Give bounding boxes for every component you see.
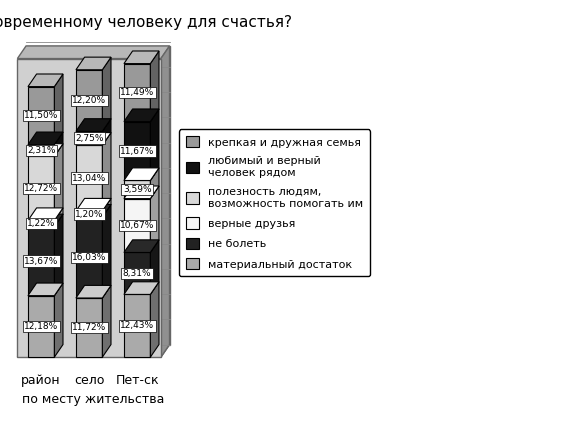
Polygon shape — [76, 285, 111, 298]
Polygon shape — [54, 283, 63, 357]
Polygon shape — [124, 109, 159, 122]
Text: 1,22%: 1,22% — [27, 219, 55, 228]
Polygon shape — [76, 119, 111, 131]
Text: 12,43%: 12,43% — [120, 321, 154, 330]
Bar — [28, 156, 54, 221]
Text: 13,04%: 13,04% — [72, 173, 106, 183]
Polygon shape — [54, 208, 63, 226]
Bar — [28, 221, 54, 226]
Title: Что нужно современному человеку для счастья?: Что нужно современному человеку для счас… — [0, 15, 292, 30]
Text: 11,72%: 11,72% — [72, 323, 106, 332]
Polygon shape — [54, 74, 63, 145]
Polygon shape — [150, 168, 159, 199]
Polygon shape — [103, 119, 111, 145]
Polygon shape — [28, 132, 63, 145]
Bar — [76, 211, 103, 217]
Bar — [28, 145, 54, 156]
Polygon shape — [103, 198, 111, 217]
Text: 12,72%: 12,72% — [24, 184, 58, 193]
Bar — [124, 253, 150, 294]
Polygon shape — [150, 186, 159, 253]
Text: 1,20%: 1,20% — [75, 210, 103, 218]
Legend: крепкая и дружная семья, любимый и верный
человек рядом, полезность людям,
возмо: крепкая и дружная семья, любимый и верны… — [179, 129, 370, 276]
Polygon shape — [28, 208, 63, 221]
Polygon shape — [28, 283, 63, 296]
Polygon shape — [103, 133, 111, 211]
Text: 11,49%: 11,49% — [120, 88, 154, 97]
Polygon shape — [54, 144, 63, 221]
Bar — [28, 87, 54, 145]
Polygon shape — [124, 240, 159, 253]
Bar — [124, 64, 150, 122]
Polygon shape — [150, 51, 159, 122]
Text: 16,03%: 16,03% — [72, 253, 107, 262]
Polygon shape — [18, 46, 169, 59]
Text: 8,31%: 8,31% — [123, 269, 152, 278]
Text: 11,50%: 11,50% — [24, 111, 58, 120]
Bar — [76, 217, 103, 298]
Text: 12,18%: 12,18% — [24, 322, 58, 331]
Polygon shape — [161, 46, 169, 357]
Text: 13,67%: 13,67% — [24, 257, 58, 266]
Bar — [124, 294, 150, 357]
Polygon shape — [76, 198, 111, 211]
Bar — [76, 70, 103, 131]
Bar — [76, 298, 103, 357]
Polygon shape — [54, 132, 63, 156]
X-axis label: по месту жительства: по месту жительства — [22, 393, 165, 406]
Polygon shape — [76, 133, 111, 145]
Text: 10,67%: 10,67% — [120, 221, 154, 230]
Polygon shape — [103, 285, 111, 357]
Polygon shape — [124, 51, 159, 64]
Polygon shape — [103, 57, 111, 131]
Text: 2,75%: 2,75% — [75, 134, 103, 143]
Bar — [76, 145, 103, 211]
Polygon shape — [150, 282, 159, 357]
Polygon shape — [28, 144, 63, 156]
Bar — [28, 226, 54, 296]
Polygon shape — [103, 205, 111, 298]
Bar — [124, 122, 150, 181]
Text: 12,20%: 12,20% — [72, 96, 106, 105]
Polygon shape — [124, 282, 159, 294]
Polygon shape — [76, 57, 111, 70]
Text: 2,31%: 2,31% — [27, 146, 55, 155]
Text: 11,67%: 11,67% — [120, 147, 154, 155]
Bar — [124, 181, 150, 199]
Polygon shape — [124, 168, 159, 181]
Polygon shape — [28, 74, 63, 87]
Polygon shape — [18, 344, 169, 357]
Bar — [76, 131, 103, 145]
Polygon shape — [150, 109, 159, 181]
Bar — [28, 296, 54, 357]
Polygon shape — [76, 205, 111, 217]
Bar — [124, 199, 150, 253]
Polygon shape — [150, 240, 159, 294]
Text: 3,59%: 3,59% — [123, 185, 152, 194]
Polygon shape — [124, 186, 159, 199]
Polygon shape — [28, 214, 63, 226]
Polygon shape — [54, 214, 63, 296]
